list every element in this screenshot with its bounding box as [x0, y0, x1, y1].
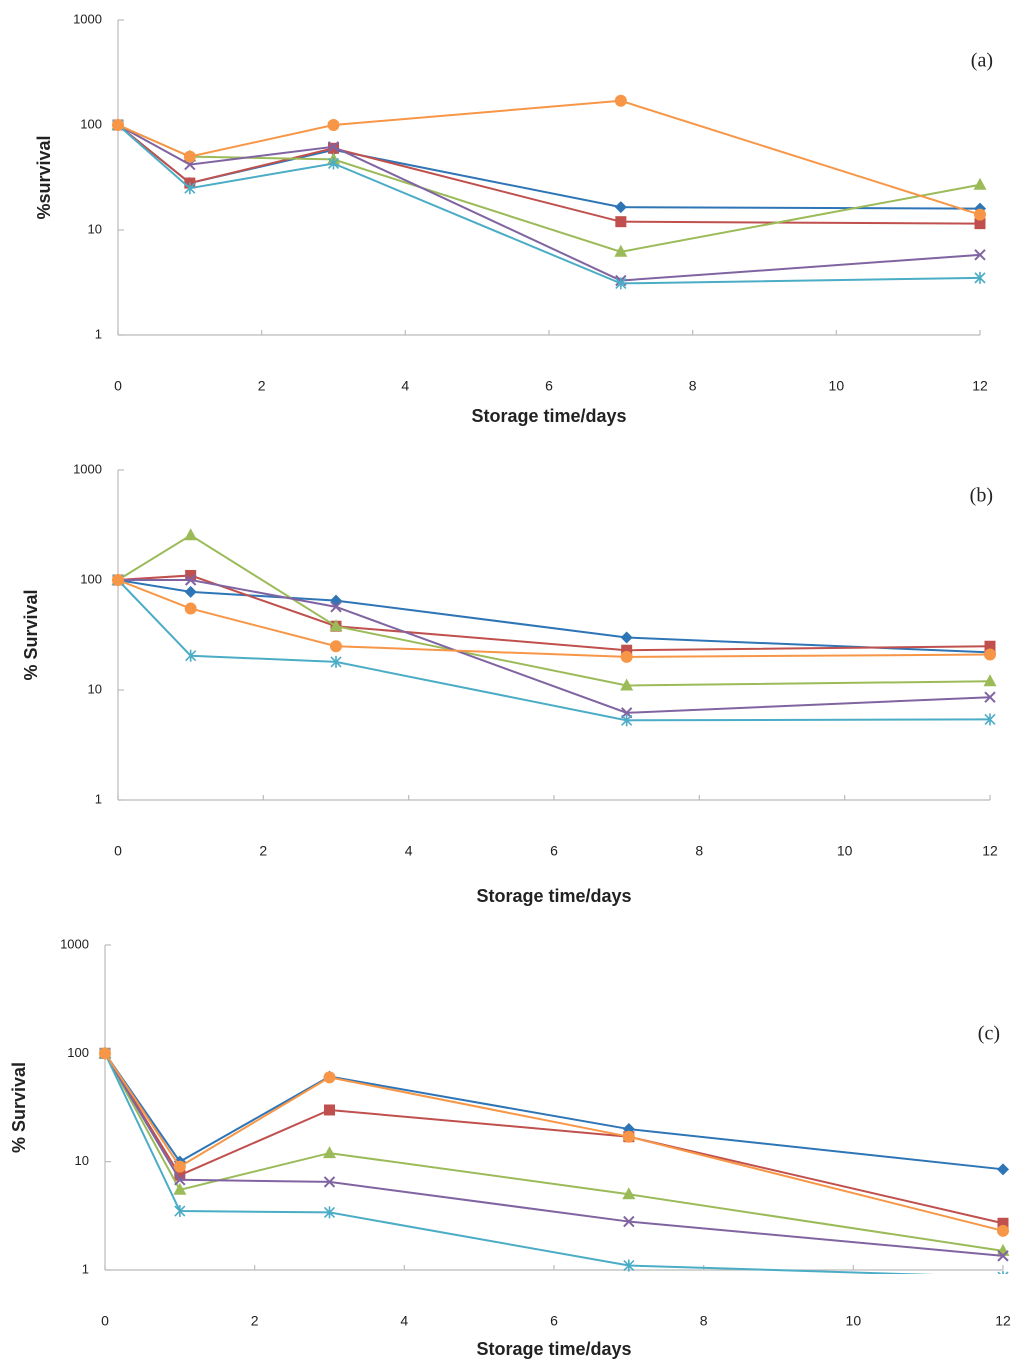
data-point [112, 574, 124, 586]
x-tick-label: 6 [550, 1313, 558, 1329]
data-point [323, 1146, 336, 1158]
data-point [974, 178, 987, 190]
x-tick-label: 10 [846, 1313, 862, 1329]
data-point [330, 640, 342, 652]
y-tick-label: 10 [88, 221, 102, 236]
data-point [997, 1225, 1009, 1237]
x-tick-label: 10 [829, 378, 845, 394]
data-point [185, 603, 197, 615]
series-line [105, 1053, 1003, 1251]
x-tick-label: 12 [995, 1313, 1011, 1329]
panel: 1 10 100 1000 0 2 4 6 8 10 12 Storage time/days % Su… [21, 461, 998, 905]
x-tick-label: 10 [837, 843, 853, 859]
data-point [99, 1047, 111, 1059]
x-tick-label: 2 [251, 1313, 259, 1329]
x-axis-title: Storage time/days [476, 886, 631, 906]
panel-label: (b) [970, 485, 993, 507]
x-tick-label: 6 [550, 843, 558, 859]
data-point [324, 1071, 336, 1083]
x-tick-label: 4 [400, 1313, 408, 1329]
x-tick-label: 0 [114, 378, 122, 394]
data-point [997, 1163, 1009, 1175]
data-point [330, 595, 342, 607]
x-tick-label: 12 [982, 843, 998, 859]
data-point [615, 201, 627, 213]
series-line [118, 580, 990, 720]
y-tick-label: 10 [88, 681, 102, 696]
y-tick-label: 100 [80, 571, 102, 586]
data-point [623, 1131, 635, 1143]
data-point [112, 119, 124, 131]
data-point [621, 632, 633, 644]
x-tick-label: 0 [114, 843, 122, 859]
data-point [998, 1271, 1008, 1283]
panel: 1 10 100 1000 0 2 4 6 8 10 12 Storage time/days %sur… [34, 11, 993, 425]
x-tick-label: 0 [101, 1313, 109, 1329]
y-axis-title: %survival [34, 135, 54, 219]
data-point [184, 528, 197, 540]
x-axis-title: Storage time/days [471, 406, 626, 426]
data-point [615, 216, 626, 227]
x-tick-label: 8 [689, 378, 697, 394]
plot-area [112, 95, 987, 290]
data-point [324, 1104, 335, 1115]
y-tick-label: 1 [95, 326, 102, 341]
x-tick-label: 6 [545, 378, 553, 394]
panel: 1 10 100 1000 0 2 4 6 8 10 12 Storage time/days % Su… [9, 936, 1011, 1358]
y-tick-label: 1 [95, 791, 102, 806]
y-tick-label: 10 [75, 1153, 89, 1168]
y-axis-title: % Survival [9, 1062, 29, 1153]
data-point [174, 1161, 186, 1173]
series-line [118, 125, 980, 209]
y-axis-title: % Survival [21, 589, 41, 680]
x-tick-label: 8 [700, 1313, 708, 1329]
series-line [105, 1053, 1003, 1169]
data-point [185, 586, 197, 598]
y-tick-label: 1 [82, 1261, 89, 1276]
plot-area [112, 528, 997, 726]
y-tick-label: 100 [67, 1045, 89, 1060]
data-point [615, 95, 627, 107]
y-tick-label: 1000 [73, 461, 102, 476]
data-point [974, 209, 986, 221]
panel-label: (c) [978, 1023, 1000, 1045]
figure: 1101001000024681012Storage time/days%sur… [0, 0, 1020, 1365]
x-axis-title: Storage time/days [476, 1339, 631, 1359]
x-tick-label: 4 [405, 843, 413, 859]
data-point [984, 674, 997, 686]
data-point [984, 649, 996, 661]
series-line [118, 575, 990, 650]
panel-label: (a) [971, 50, 993, 72]
y-tick-label: 100 [80, 116, 102, 131]
x-tick-label: 12 [972, 378, 988, 394]
x-tick-label: 4 [401, 378, 409, 394]
y-tick-label: 1000 [60, 936, 89, 951]
x-tick-label: 2 [258, 378, 266, 394]
plot-area [99, 1046, 1010, 1283]
data-point [621, 651, 633, 663]
series-line [118, 535, 990, 685]
y-tick-label: 1000 [73, 11, 102, 26]
data-point [328, 119, 340, 131]
series-line [105, 1053, 1003, 1230]
x-tick-label: 8 [695, 843, 703, 859]
x-tick-label: 2 [259, 843, 267, 859]
data-point [184, 151, 196, 163]
